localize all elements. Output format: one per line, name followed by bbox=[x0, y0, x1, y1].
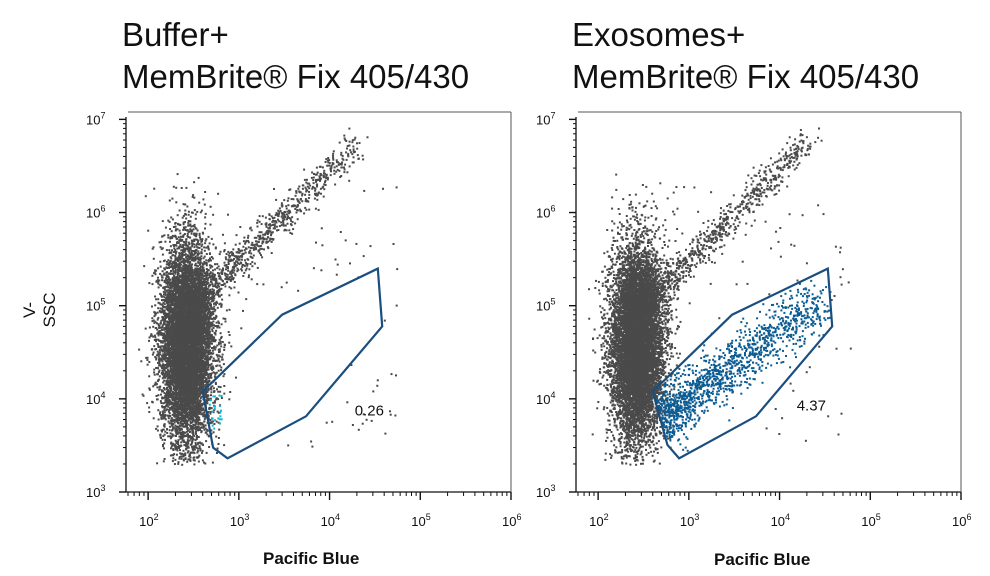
x-tick-label: 106 bbox=[952, 512, 971, 529]
y-tick-label: 104 bbox=[536, 390, 555, 407]
x-tick-label: 106 bbox=[502, 512, 521, 529]
title-line-1: Exosomes+ bbox=[572, 14, 919, 56]
y-tick-label: 106 bbox=[86, 204, 105, 221]
plot-panel-buffer: 102 103 104 105 106 103 104 105 106 107 0.26 bbox=[86, 110, 521, 529]
y-tick-label: 106 bbox=[536, 204, 555, 221]
event-dots bbox=[588, 127, 852, 466]
x-tick-label: 104 bbox=[321, 512, 340, 529]
x-axis-label-buffer: Pacific Blue bbox=[263, 549, 359, 569]
gate-percentage-label: 4.37 bbox=[797, 397, 826, 414]
x-tick-label: 104 bbox=[771, 512, 790, 529]
x-tick-label: 102 bbox=[589, 512, 608, 529]
title-line-2: MemBrite® Fix 405/430 bbox=[122, 56, 469, 98]
x-tick-label: 103 bbox=[230, 512, 249, 529]
title-line-2: MemBrite® Fix 405/430 bbox=[572, 56, 919, 98]
gate-polygon[interactable] bbox=[201, 266, 384, 460]
y-tick-label: 107 bbox=[536, 110, 555, 127]
y-tick-label: 105 bbox=[86, 297, 105, 314]
y-tick-label: 105 bbox=[536, 297, 555, 314]
x-tick-label: 103 bbox=[680, 512, 699, 529]
x-axis-label-exosomes: Pacific Blue bbox=[714, 550, 810, 570]
x-tick-label: 102 bbox=[139, 512, 158, 529]
plot-title-buffer: Buffer+ MemBrite® Fix 405/430 bbox=[122, 14, 469, 98]
event-dots bbox=[138, 127, 399, 466]
plot-title-exosomes: Exosomes+ MemBrite® Fix 405/430 bbox=[572, 14, 919, 98]
y-tick-label: 104 bbox=[86, 390, 105, 407]
y-tick-label: 103 bbox=[536, 483, 555, 500]
x-tick-label: 105 bbox=[861, 512, 880, 529]
y-tick-label: 103 bbox=[86, 483, 105, 500]
plot-panel-exosomes: 102 103 104 105 106 103 104 105 106 107 4.37 bbox=[536, 110, 971, 529]
title-line-1: Buffer+ bbox=[122, 14, 469, 56]
x-tick-label: 105 bbox=[411, 512, 430, 529]
y-tick-label: 107 bbox=[86, 110, 105, 127]
gate-polygon[interactable] bbox=[651, 266, 834, 460]
gate-percentage-label: 0.26 bbox=[355, 402, 384, 419]
